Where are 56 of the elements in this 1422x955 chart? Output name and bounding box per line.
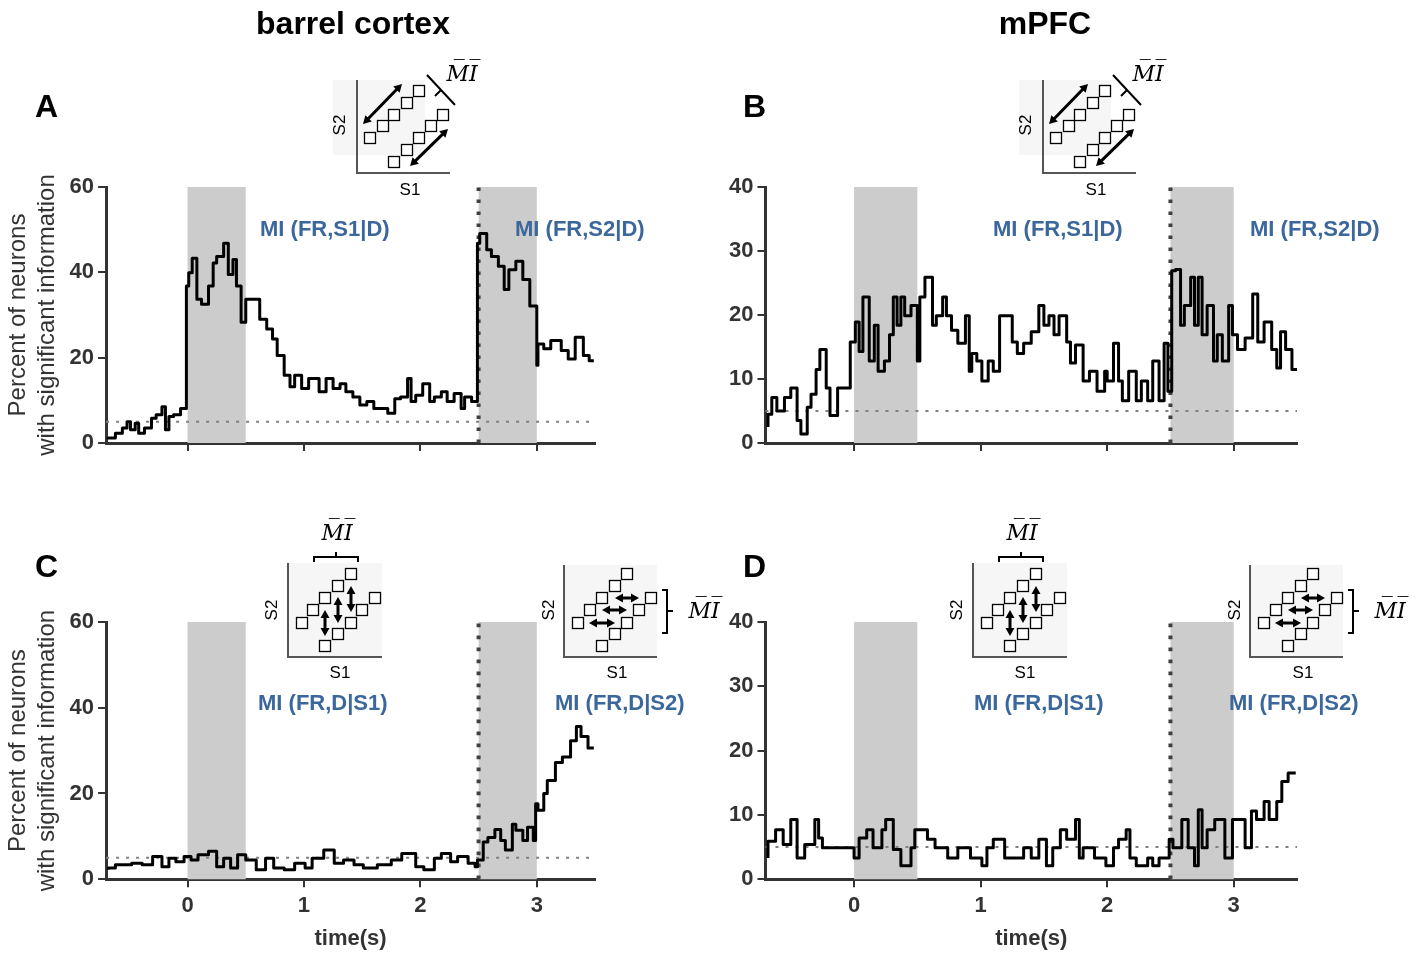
y-tick-label: 0 xyxy=(741,865,754,891)
chart-subtitle: barrel cortex xyxy=(256,5,450,42)
y-tick-label: 30 xyxy=(728,237,754,263)
chart-subtitle: mPFC xyxy=(998,5,1092,42)
x-axis-title: time(s) xyxy=(995,924,1068,950)
annotation: MI (FR,D|S1) xyxy=(258,690,388,716)
chart-title: B xyxy=(743,88,767,125)
annotation: S1 xyxy=(1085,180,1107,200)
annotation: MI (FR,S1|D) xyxy=(260,216,390,242)
y-tick-label: 20 xyxy=(69,343,95,369)
y-axis-title: Percent of neurons with significant information xyxy=(3,174,59,457)
y-tick-label: 30 xyxy=(728,672,754,698)
annotation: S1 xyxy=(1014,663,1036,683)
text: S2 xyxy=(947,599,967,621)
y-tick-label: 0 xyxy=(741,429,754,455)
x-axis-title: time(s) xyxy=(314,924,387,950)
x-tick-label: 3 xyxy=(530,892,543,918)
chart-title: D xyxy=(743,548,767,585)
y-tick-label: 20 xyxy=(728,301,754,327)
annotation: S1 xyxy=(399,180,421,200)
text: S1 xyxy=(606,663,628,683)
annotation: MI (FR,D|S1) xyxy=(974,690,1104,716)
text: S2 xyxy=(1225,599,1245,621)
y-axis-title: Percent of neurons with significant information xyxy=(3,609,59,893)
x-tick-label: 0 xyxy=(847,892,861,918)
y-tick-label: 40 xyxy=(728,608,754,634)
y-tick-label: 0 xyxy=(81,865,95,891)
y-tick-label: 0 xyxy=(81,429,95,455)
annotation: S1 xyxy=(1292,663,1314,683)
y-tick-label: 20 xyxy=(728,736,754,762)
x-tick-label: 2 xyxy=(1101,892,1114,918)
y-tick-label: 10 xyxy=(728,365,754,391)
y-tick-label: 40 xyxy=(69,258,95,284)
annotation: S1 xyxy=(329,663,351,683)
y-tick-label: 40 xyxy=(728,173,754,199)
annotation: MI (FR,S2|D) xyxy=(1250,216,1380,242)
text: S2 xyxy=(262,599,282,621)
y-tick-label: 60 xyxy=(69,173,95,199)
x-tick-label: 2 xyxy=(414,892,427,918)
chart-title: C xyxy=(35,548,59,585)
text: S2 xyxy=(1016,114,1036,136)
chart-title: A xyxy=(35,88,59,125)
x-tick-label: 1 xyxy=(974,892,987,918)
text: S2 xyxy=(539,599,559,621)
annotation: MI (FR,D|S2) xyxy=(555,690,685,716)
x-tick-label: 3 xyxy=(1227,892,1240,918)
y-tick-label: 40 xyxy=(69,693,95,719)
y-tick-label: 60 xyxy=(69,608,95,634)
y-tick-label: 10 xyxy=(728,800,754,826)
x-tick-label: 1 xyxy=(297,892,311,918)
y-tick-label: 20 xyxy=(69,779,95,805)
annotation: MI (FR,S1|D) xyxy=(993,216,1123,242)
annotation: MI (FR,D|S2) xyxy=(1229,690,1359,716)
x-tick-label: 0 xyxy=(181,892,194,918)
annotation: MI (FR,S2|D) xyxy=(515,216,645,242)
text: S2 xyxy=(330,114,350,136)
